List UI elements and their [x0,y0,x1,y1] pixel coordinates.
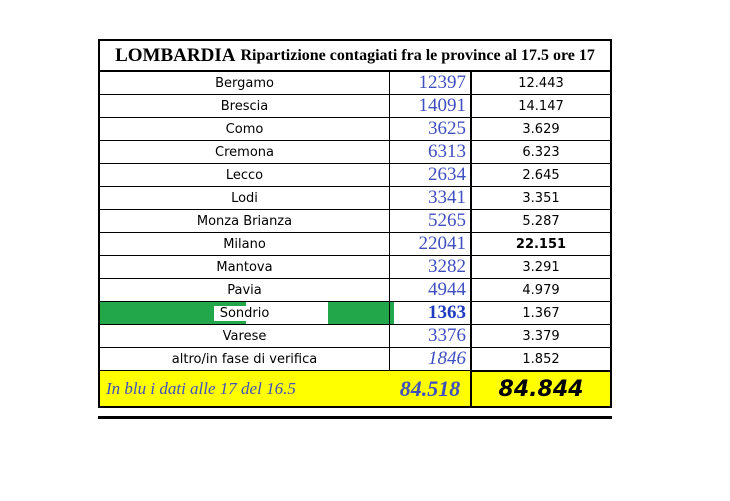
current-count: 14.147 [518,98,564,114]
region-name: LOMBARDIA [115,44,236,66]
totals-row: In blu i dati alle 17 del 16.5 84.518 84… [100,370,612,408]
province-name-highlight: Sondrio [100,302,390,324]
table-row: Varese 3376 3.379 [100,325,610,348]
current-count: 3.629 [522,121,560,137]
table-subtitle: Ripartizione contagiati fra le province … [240,46,595,64]
previous-count: 1363 [390,302,472,324]
previous-count: 4944 [390,279,472,301]
province-name: Lodi [100,187,390,209]
province-name: Monza Brianza [100,210,390,232]
current-count: 2.645 [522,167,560,183]
table-row: Brescia 14091 14.147 [100,95,610,118]
previous-count: 1846 [390,348,472,370]
previous-count: 22041 [390,233,472,255]
table-row: Cremona 6313 6.323 [100,141,610,164]
current-count: 4.979 [522,282,560,298]
province-name: Cremona [100,141,390,163]
table-row: Bergamo 12397 12.443 [100,72,610,95]
previous-count: 3341 [390,187,472,209]
table-row: altro/in fase di verifica 1846 1.852 [100,348,610,371]
current-count: 22.151 [515,236,567,252]
current-total: 84.844 [470,370,612,408]
previous-total: 84.518 [390,371,472,406]
province-name: Brescia [100,95,390,117]
province-table: LOMBARDIA Ripartizione contagiati fra le… [98,39,612,408]
current-count: 3.379 [522,328,560,344]
current-count: 3.351 [522,190,560,206]
province-name: Lecco [100,164,390,186]
table-row: Mantova 3282 3.291 [100,256,610,279]
previous-count: 14091 [390,95,472,117]
previous-count: 6313 [390,141,472,163]
footer-note: In blu i dati alle 17 del 16.5 [106,378,296,398]
province-name: Milano [100,233,390,255]
province-name: Mantova [100,256,390,278]
province-name: Pavia [100,279,390,301]
current-count: 6.323 [522,144,560,160]
previous-count: 12397 [390,72,472,94]
current-count: 3.291 [522,259,560,275]
current-count: 12.443 [518,75,564,91]
table-row-highlighted: Sondrio 1363 1.367 [100,302,610,325]
previous-count: 3625 [390,118,472,140]
table-row: Pavia 4944 4.979 [100,279,610,302]
current-count: 5.287 [522,213,560,229]
province-name: Bergamo [100,72,390,94]
table-title: LOMBARDIA Ripartizione contagiati fra le… [100,41,610,72]
current-count: 1.367 [522,305,560,321]
bottom-divider [98,416,612,419]
province-name: Sondrio [213,305,276,321]
table-row: Como 3625 3.629 [100,118,610,141]
previous-count: 3376 [390,325,472,347]
previous-count: 2634 [390,164,472,186]
province-name: altro/in fase di verifica [100,348,390,370]
previous-count: 3282 [390,256,472,278]
table-row: Monza Brianza 5265 5.287 [100,210,610,233]
previous-count: 5265 [390,210,472,232]
table-row: Lecco 2634 2.645 [100,164,610,187]
province-name: Varese [100,325,390,347]
table-row: Lodi 3341 3.351 [100,187,610,210]
current-count: 1.852 [522,351,560,367]
province-name: Como [100,118,390,140]
table-row: Milano 22041 22.151 [100,233,610,256]
